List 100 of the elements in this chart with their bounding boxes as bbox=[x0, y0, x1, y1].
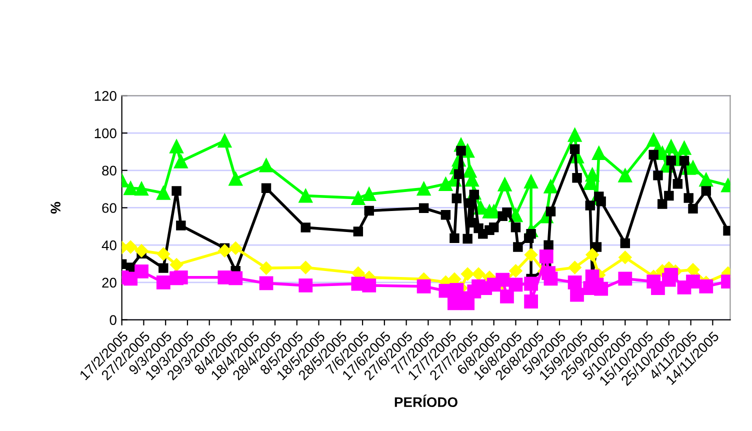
y-tick-label: 0 bbox=[110, 315, 116, 325]
point bbox=[300, 222, 311, 232]
point bbox=[508, 278, 523, 292]
point bbox=[174, 270, 188, 284]
point bbox=[456, 146, 466, 156]
point bbox=[701, 186, 711, 196]
point bbox=[539, 250, 554, 264]
y-axis-title: % bbox=[50, 202, 60, 214]
point bbox=[156, 186, 170, 200]
point bbox=[488, 222, 499, 232]
point bbox=[259, 276, 274, 290]
point bbox=[570, 144, 580, 154]
point bbox=[524, 248, 538, 262]
point bbox=[218, 134, 232, 148]
y-tick-label: 40 bbox=[102, 240, 116, 250]
point bbox=[353, 226, 364, 236]
point bbox=[568, 260, 582, 274]
point bbox=[664, 268, 678, 282]
point bbox=[134, 244, 148, 258]
point bbox=[585, 168, 600, 182]
point bbox=[684, 193, 694, 203]
point bbox=[651, 281, 665, 295]
y-tick-label: 20 bbox=[102, 278, 116, 288]
point bbox=[460, 296, 475, 310]
point bbox=[496, 272, 510, 287]
point bbox=[452, 194, 462, 204]
point bbox=[664, 190, 674, 201]
y-tick-label: 60 bbox=[102, 203, 116, 213]
point bbox=[524, 294, 538, 308]
point bbox=[440, 210, 451, 220]
point bbox=[653, 170, 663, 180]
point bbox=[351, 191, 366, 205]
point bbox=[513, 242, 523, 252]
y-tick-label: 80 bbox=[102, 166, 116, 176]
point bbox=[170, 258, 184, 272]
point bbox=[416, 279, 431, 294]
point bbox=[472, 267, 486, 281]
point bbox=[438, 177, 453, 191]
point bbox=[594, 282, 608, 296]
point bbox=[686, 263, 700, 276]
point bbox=[664, 140, 678, 154]
point bbox=[261, 183, 272, 193]
point bbox=[462, 234, 472, 244]
point bbox=[648, 150, 658, 160]
point bbox=[362, 278, 376, 292]
y-tick-label: 100 bbox=[94, 128, 116, 138]
point bbox=[454, 169, 464, 179]
point bbox=[418, 203, 429, 213]
point bbox=[259, 158, 274, 172]
point bbox=[510, 222, 521, 232]
point bbox=[544, 272, 558, 286]
point bbox=[524, 276, 538, 291]
point bbox=[362, 187, 376, 202]
point bbox=[544, 180, 558, 194]
point bbox=[416, 182, 431, 196]
point bbox=[596, 196, 606, 206]
point bbox=[498, 177, 512, 192]
point bbox=[228, 271, 243, 286]
point bbox=[364, 206, 374, 216]
point bbox=[686, 274, 700, 288]
point bbox=[620, 238, 630, 248]
y-tick-label: 120 bbox=[94, 91, 116, 101]
point bbox=[524, 174, 538, 189]
point bbox=[124, 181, 138, 196]
point bbox=[134, 182, 148, 196]
point bbox=[677, 141, 692, 155]
point bbox=[568, 276, 582, 290]
point bbox=[450, 233, 460, 244]
point bbox=[618, 272, 632, 286]
point bbox=[229, 241, 242, 255]
point bbox=[158, 263, 168, 273]
point bbox=[699, 279, 714, 294]
point bbox=[228, 172, 243, 186]
point bbox=[134, 264, 148, 278]
point bbox=[699, 172, 714, 187]
point bbox=[156, 276, 170, 290]
point bbox=[260, 261, 273, 275]
point bbox=[657, 199, 668, 209]
point bbox=[298, 188, 313, 203]
point bbox=[666, 156, 676, 166]
point bbox=[218, 244, 232, 258]
point bbox=[679, 156, 690, 166]
x-axis-title: PERÍODO bbox=[394, 394, 458, 408]
point bbox=[618, 250, 632, 264]
point bbox=[298, 278, 313, 292]
point bbox=[544, 240, 554, 250]
point bbox=[170, 140, 184, 154]
point bbox=[299, 260, 312, 274]
point bbox=[585, 200, 595, 210]
point bbox=[688, 204, 698, 214]
point bbox=[586, 248, 599, 262]
point bbox=[592, 146, 606, 160]
point bbox=[572, 173, 582, 183]
point bbox=[672, 178, 683, 189]
point bbox=[124, 240, 138, 254]
point bbox=[568, 128, 582, 142]
point bbox=[156, 247, 170, 261]
point bbox=[502, 208, 512, 218]
point bbox=[509, 264, 522, 278]
point bbox=[500, 290, 514, 304]
